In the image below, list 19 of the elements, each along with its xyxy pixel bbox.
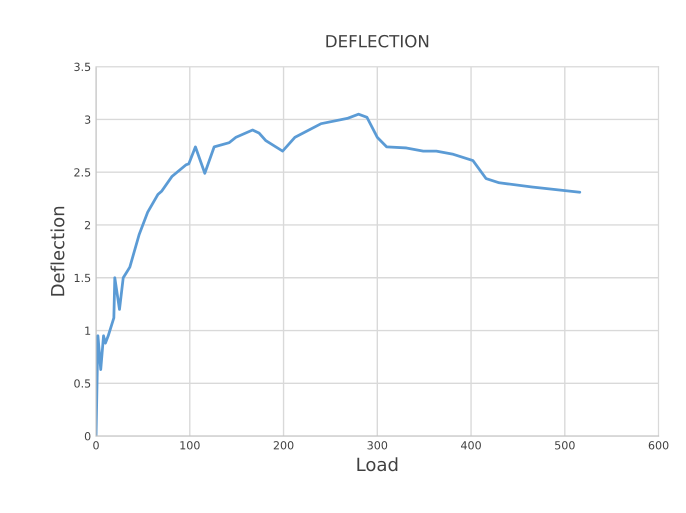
y-tick-label: 1.5 xyxy=(74,274,90,282)
y-tick-label: 0.5 xyxy=(74,379,90,388)
x-axis-title: Load xyxy=(357,457,398,472)
x-tick-label: 300 xyxy=(368,441,388,450)
y-tick-label: 3.5 xyxy=(74,62,90,72)
x-tick-label: 600 xyxy=(648,441,668,450)
y-tick-label: 3 xyxy=(84,115,90,124)
chart-title: DEFLECTION xyxy=(326,34,428,48)
y-axis-title: Deflection xyxy=(50,206,64,296)
x-tick-label: 500 xyxy=(555,441,575,450)
x-tick-label: 200 xyxy=(274,441,294,450)
x-tick-label: 400 xyxy=(460,441,481,450)
line-series xyxy=(96,112,582,436)
x-tick-label: 0 xyxy=(93,441,99,450)
x-tick-label: 100 xyxy=(180,441,200,450)
y-tick-label: 2 xyxy=(84,220,90,230)
y-tick-label: 1 xyxy=(85,326,90,335)
y-tick-label: 0 xyxy=(84,432,90,440)
y-tick-label: 2.5 xyxy=(74,168,90,177)
